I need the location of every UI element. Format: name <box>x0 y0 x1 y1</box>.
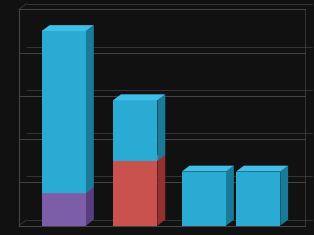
Polygon shape <box>182 166 234 172</box>
Polygon shape <box>42 31 86 193</box>
Polygon shape <box>42 25 94 31</box>
Polygon shape <box>236 172 280 226</box>
Polygon shape <box>236 166 288 172</box>
Polygon shape <box>113 155 165 161</box>
Polygon shape <box>113 161 157 226</box>
Polygon shape <box>86 25 94 193</box>
Polygon shape <box>182 172 226 226</box>
Polygon shape <box>42 193 86 226</box>
Polygon shape <box>280 166 288 226</box>
Polygon shape <box>113 94 165 100</box>
Polygon shape <box>113 100 157 161</box>
Polygon shape <box>226 166 234 226</box>
Polygon shape <box>157 155 165 226</box>
Polygon shape <box>42 187 94 193</box>
Polygon shape <box>157 94 165 161</box>
Polygon shape <box>86 187 94 226</box>
